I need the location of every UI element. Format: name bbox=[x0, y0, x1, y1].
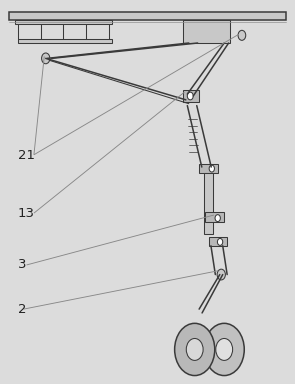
Text: 21: 21 bbox=[18, 149, 35, 162]
Circle shape bbox=[175, 323, 215, 376]
Circle shape bbox=[204, 323, 244, 376]
Circle shape bbox=[186, 338, 203, 361]
Bar bbox=[204, 173, 213, 234]
Bar bbox=[205, 212, 224, 222]
Text: 13: 13 bbox=[18, 207, 35, 220]
Bar bbox=[18, 39, 112, 43]
Bar bbox=[9, 12, 286, 20]
Circle shape bbox=[215, 215, 220, 222]
Circle shape bbox=[217, 269, 225, 280]
Circle shape bbox=[238, 30, 246, 40]
Bar bbox=[183, 90, 199, 102]
Text: 2: 2 bbox=[18, 303, 26, 316]
Circle shape bbox=[187, 92, 193, 100]
Bar bbox=[199, 164, 218, 173]
Bar bbox=[15, 20, 112, 24]
Text: 3: 3 bbox=[18, 258, 26, 271]
Circle shape bbox=[42, 53, 50, 64]
Circle shape bbox=[209, 165, 214, 172]
Bar bbox=[209, 237, 227, 246]
Circle shape bbox=[216, 338, 233, 361]
Bar bbox=[183, 20, 230, 43]
Circle shape bbox=[217, 238, 223, 245]
